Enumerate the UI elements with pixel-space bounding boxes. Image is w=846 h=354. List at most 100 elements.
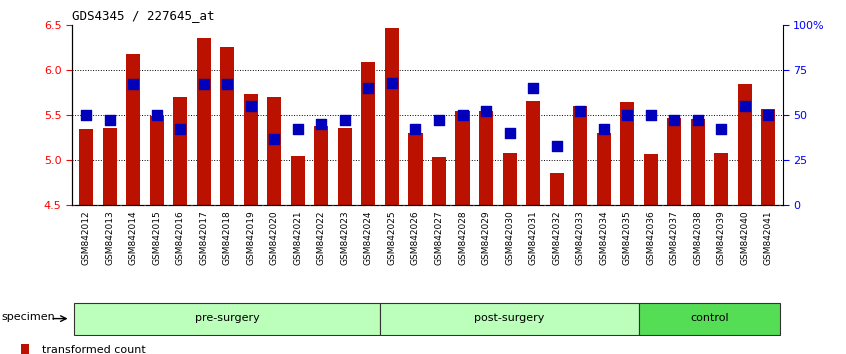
- Bar: [267, 97, 282, 205]
- Point: [574, 109, 587, 114]
- Text: GSM842013: GSM842013: [105, 210, 114, 265]
- Bar: [21, 344, 29, 354]
- Bar: [761, 109, 776, 205]
- Point: [385, 80, 398, 85]
- Point: [291, 127, 305, 132]
- Text: GSM842016: GSM842016: [176, 210, 184, 265]
- Bar: [361, 62, 376, 205]
- Bar: [74, 303, 380, 335]
- Point: [315, 121, 328, 127]
- Text: GSM842024: GSM842024: [364, 210, 373, 264]
- Point: [526, 85, 540, 91]
- Text: GSM842035: GSM842035: [623, 210, 632, 265]
- Text: GSM842037: GSM842037: [670, 210, 678, 265]
- Text: transformed count: transformed count: [42, 345, 146, 354]
- Point: [244, 103, 257, 109]
- Text: GSM842018: GSM842018: [222, 210, 232, 265]
- Bar: [291, 156, 305, 205]
- Text: GSM842041: GSM842041: [764, 210, 773, 265]
- Point: [432, 118, 446, 123]
- Point: [620, 112, 634, 118]
- Point: [80, 112, 93, 118]
- Bar: [338, 128, 352, 205]
- Point: [644, 112, 657, 118]
- Point: [550, 143, 563, 149]
- Text: GSM842028: GSM842028: [458, 210, 467, 265]
- Point: [361, 85, 375, 91]
- Text: GSM842012: GSM842012: [81, 210, 91, 265]
- Bar: [432, 156, 446, 205]
- Bar: [173, 97, 187, 205]
- Point: [715, 127, 728, 132]
- Bar: [714, 153, 728, 205]
- Point: [761, 112, 775, 118]
- Bar: [738, 84, 752, 205]
- Bar: [314, 126, 328, 205]
- Text: pre-surgery: pre-surgery: [195, 313, 260, 323]
- Text: GSM842022: GSM842022: [317, 210, 326, 264]
- Text: GSM842039: GSM842039: [717, 210, 726, 265]
- Text: GSM842031: GSM842031: [529, 210, 537, 265]
- Point: [409, 127, 422, 132]
- Bar: [244, 94, 258, 205]
- Point: [456, 112, 470, 118]
- Text: GSM842019: GSM842019: [246, 210, 255, 265]
- Bar: [620, 102, 634, 205]
- Bar: [102, 128, 117, 205]
- Bar: [126, 54, 140, 205]
- Point: [150, 112, 163, 118]
- Bar: [455, 110, 470, 205]
- Point: [338, 118, 352, 123]
- Text: GSM842026: GSM842026: [411, 210, 420, 265]
- Text: GSM842023: GSM842023: [340, 210, 349, 265]
- Point: [667, 118, 681, 123]
- Point: [103, 118, 117, 123]
- Text: GDS4345 / 227645_at: GDS4345 / 227645_at: [72, 9, 214, 22]
- Text: GSM842027: GSM842027: [435, 210, 443, 265]
- Text: GSM842036: GSM842036: [646, 210, 656, 265]
- Text: GSM842017: GSM842017: [199, 210, 208, 265]
- Bar: [196, 38, 211, 205]
- Bar: [573, 106, 587, 205]
- Bar: [220, 47, 234, 205]
- Point: [126, 81, 140, 87]
- Text: GSM842038: GSM842038: [694, 210, 702, 265]
- Text: GSM842034: GSM842034: [599, 210, 608, 265]
- Text: GSM842021: GSM842021: [294, 210, 302, 265]
- Bar: [639, 303, 780, 335]
- Point: [173, 127, 187, 132]
- Text: GSM842015: GSM842015: [152, 210, 161, 265]
- Text: GSM842040: GSM842040: [740, 210, 750, 265]
- Bar: [691, 119, 705, 205]
- Bar: [550, 173, 563, 205]
- Point: [267, 136, 281, 141]
- Text: control: control: [690, 313, 729, 323]
- Text: GSM842032: GSM842032: [552, 210, 561, 265]
- Text: GSM842025: GSM842025: [387, 210, 397, 265]
- Point: [597, 127, 611, 132]
- Text: GSM842029: GSM842029: [481, 210, 491, 265]
- Point: [480, 109, 493, 114]
- Bar: [526, 101, 541, 205]
- Text: GSM842033: GSM842033: [575, 210, 585, 265]
- Text: post-surgery: post-surgery: [475, 313, 545, 323]
- Bar: [150, 116, 163, 205]
- Bar: [79, 129, 93, 205]
- Point: [738, 103, 751, 109]
- Bar: [380, 303, 639, 335]
- Text: GSM842020: GSM842020: [270, 210, 279, 265]
- Point: [691, 118, 705, 123]
- Bar: [596, 133, 611, 205]
- Bar: [644, 154, 658, 205]
- Text: GSM842014: GSM842014: [129, 210, 138, 265]
- Text: GSM842030: GSM842030: [505, 210, 514, 265]
- Point: [197, 81, 211, 87]
- Bar: [667, 118, 681, 205]
- Text: specimen: specimen: [2, 312, 55, 322]
- Bar: [479, 112, 493, 205]
- Bar: [503, 153, 517, 205]
- Point: [503, 130, 516, 136]
- Bar: [385, 28, 399, 205]
- Bar: [409, 133, 422, 205]
- Point: [221, 81, 234, 87]
